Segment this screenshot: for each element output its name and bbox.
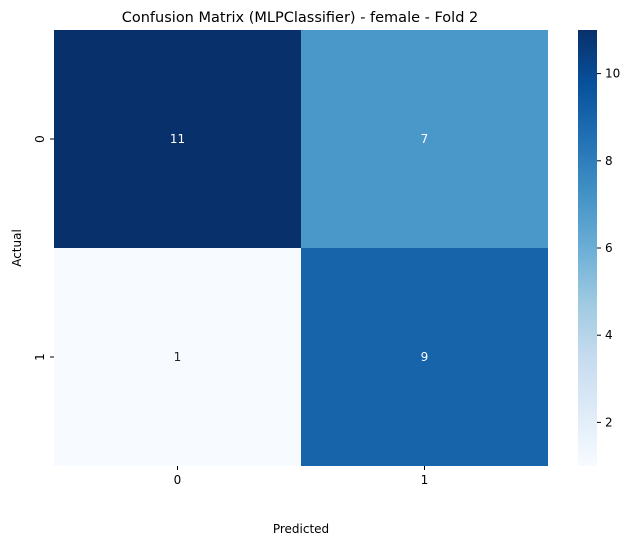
colorbar-tick-label: 2 <box>605 415 613 429</box>
heatmap-cell-r0-c1 <box>301 30 548 248</box>
colorbar-tick-label: 4 <box>605 328 613 342</box>
heatmap-cell-r0-c0 <box>54 30 301 248</box>
colorbar-tick-label: 8 <box>605 154 613 168</box>
y-axis-ticks: 01 <box>33 135 54 361</box>
heatmap-cells <box>54 30 548 466</box>
chart-title: Confusion Matrix (MLPClassifier) - femal… <box>122 10 478 26</box>
x-tick-label: 0 <box>174 473 182 487</box>
heatmap-cell-labels: 11 7 1 9 <box>170 132 428 364</box>
x-tick-label: 1 <box>421 473 429 487</box>
heatmap-cell-value: 1 <box>174 350 182 364</box>
heatmap-cell-r1-c1 <box>301 248 548 466</box>
heatmap-cell-value: 7 <box>421 132 429 146</box>
colorbar-tick-label: 10 <box>605 67 620 81</box>
heatmap-cell-value: 9 <box>421 350 429 364</box>
colorbar-ticks: 2 4 6 8 10 <box>597 67 620 429</box>
colorbar <box>578 30 597 466</box>
y-axis-label: Actual <box>10 229 24 267</box>
y-tick-label: 0 <box>33 135 47 143</box>
heatmap-cell-r1-c0 <box>54 248 301 466</box>
x-axis-label: Predicted <box>273 522 329 536</box>
heatmap-cell-value: 11 <box>170 132 185 146</box>
colorbar-tick-label: 6 <box>605 241 613 255</box>
y-tick-label: 1 <box>33 353 47 361</box>
